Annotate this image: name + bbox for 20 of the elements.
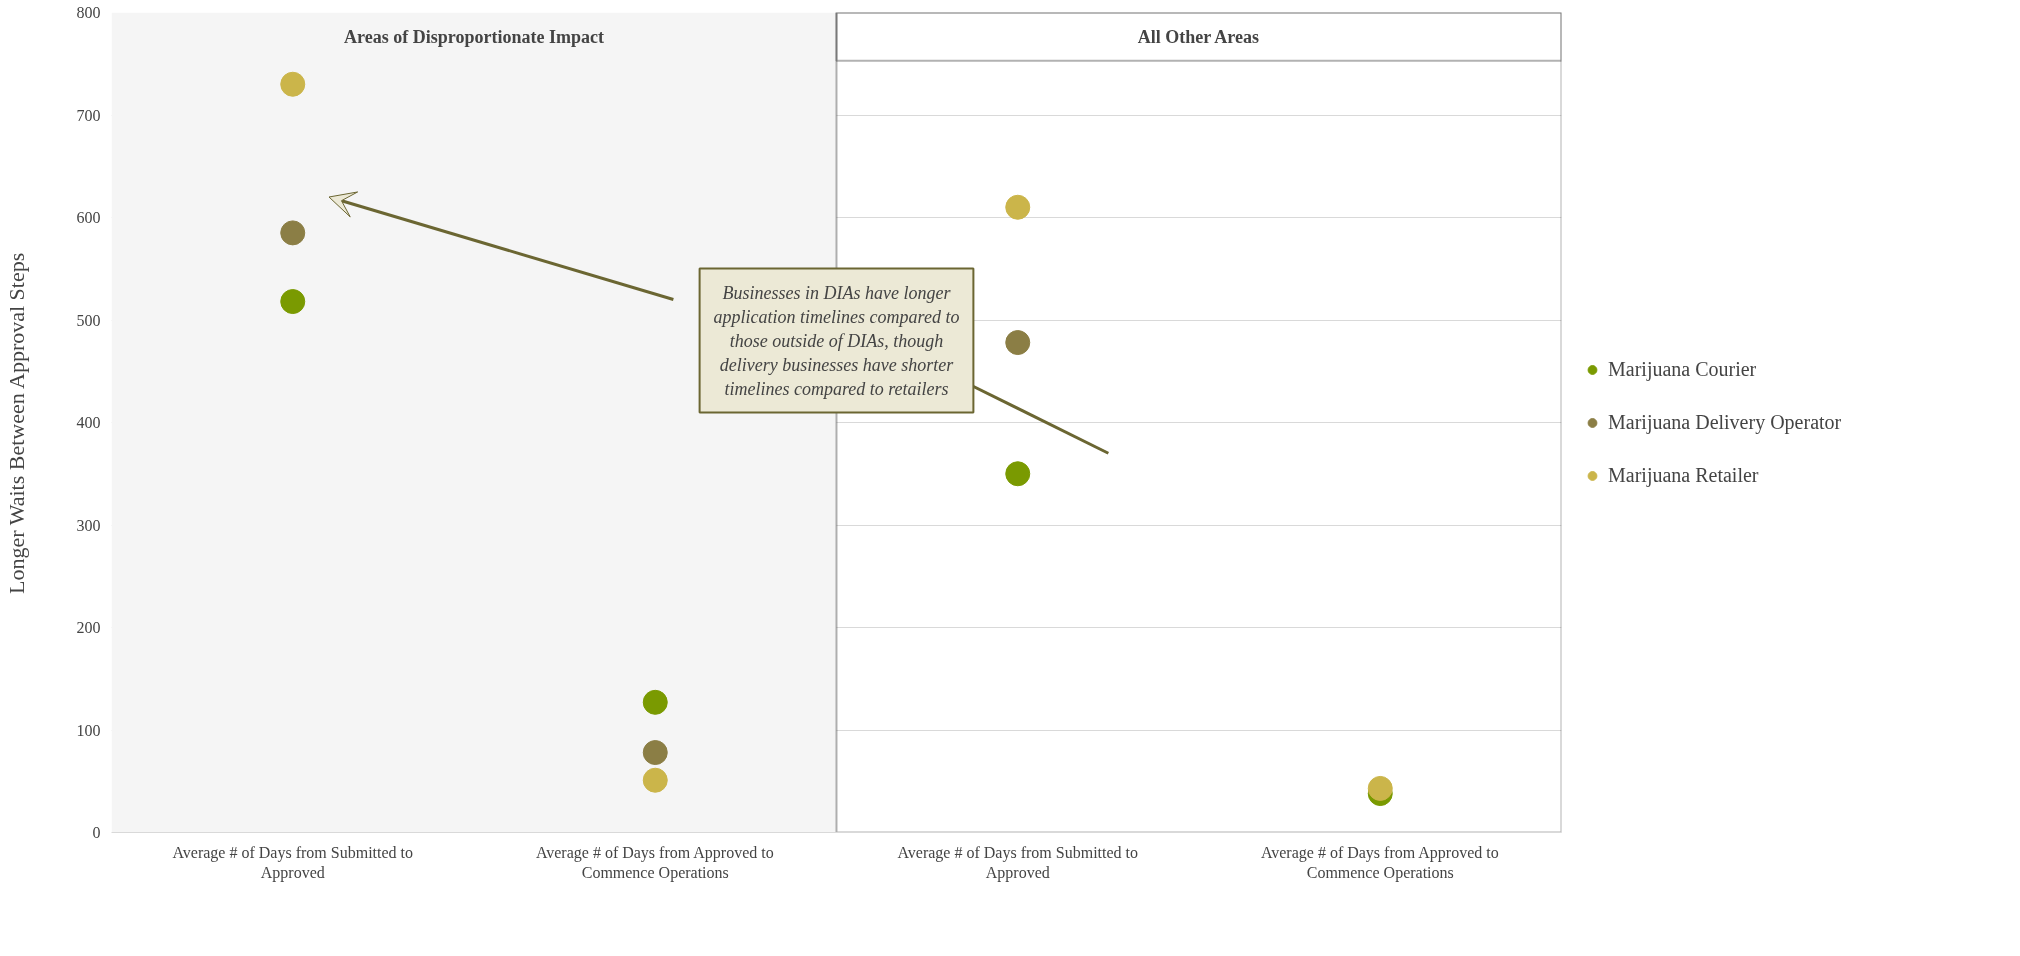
y-tick-label: 700 bbox=[76, 106, 101, 124]
legend-label: Marijuana Courier bbox=[1608, 357, 1757, 381]
x-tick-label: Average # of Days from Submitted to Approved bbox=[172, 843, 414, 882]
x-tick-label: Average # of Days from Approved to Commence Operations bbox=[1260, 843, 1499, 882]
y-tick-label: 600 bbox=[76, 209, 101, 226]
y-tick-label: 800 bbox=[76, 4, 101, 21]
y-tick-label: 0 bbox=[92, 824, 101, 841]
annotation: Businesses in DIAs have longer application timelines compared to those outside of DIAs, though delivery businesses have shorter timelines compared to retailers bbox=[713, 282, 960, 399]
y-tick-label: 200 bbox=[76, 619, 101, 636]
y-axis-title: Longer Waits Between Approval Steps bbox=[3, 252, 29, 594]
x-tick-label: Average # of Days from Approved to Commence Operations bbox=[535, 843, 774, 882]
band-label: Areas of Disproportionate Impact bbox=[344, 27, 604, 48]
y-tick-label: 100 bbox=[76, 721, 101, 739]
y-tick-label: 400 bbox=[76, 414, 101, 431]
legend-label: Marijuana Delivery Operator bbox=[1608, 410, 1842, 434]
y-tick-label: 500 bbox=[76, 311, 101, 329]
annotation: All Other Areas bbox=[1137, 27, 1260, 48]
y-tick-label: 300 bbox=[76, 516, 101, 534]
x-tick-label: Average # of Days from Submitted to Approved bbox=[897, 843, 1139, 882]
legend-label: Marijuana Retailer bbox=[1608, 463, 1759, 487]
